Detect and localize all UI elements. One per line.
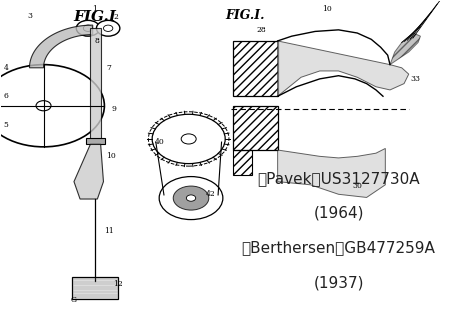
- Text: FIG.I: FIG.I: [73, 10, 116, 24]
- Text: 33: 33: [411, 75, 421, 83]
- Text: 3: 3: [27, 11, 32, 20]
- Text: 8: 8: [95, 37, 100, 45]
- Circle shape: [152, 114, 225, 164]
- Polygon shape: [390, 33, 421, 65]
- Text: 5: 5: [4, 121, 8, 129]
- Circle shape: [181, 134, 196, 144]
- Text: 42: 42: [206, 190, 216, 198]
- Circle shape: [173, 186, 209, 210]
- Text: FIG.I.: FIG.I.: [225, 9, 265, 22]
- Bar: [233, 41, 277, 96]
- Circle shape: [76, 20, 100, 36]
- Text: 1: 1: [93, 5, 97, 13]
- Bar: [72, 277, 118, 299]
- Text: 左PavekのUS3127730A: 左PavekのUS3127730A: [257, 171, 420, 186]
- Circle shape: [187, 195, 196, 201]
- Polygon shape: [277, 148, 385, 197]
- Text: (1937): (1937): [313, 275, 364, 290]
- Text: G: G: [71, 296, 77, 304]
- Text: 7: 7: [106, 64, 112, 72]
- Bar: [90, 28, 101, 144]
- Text: 9: 9: [111, 105, 116, 113]
- Text: 右BerthersenのGB477259A: 右BerthersenのGB477259A: [242, 241, 436, 256]
- Circle shape: [97, 20, 120, 36]
- Text: (1964): (1964): [313, 206, 364, 221]
- Text: 12: 12: [114, 280, 123, 288]
- Text: 30: 30: [352, 182, 362, 190]
- Text: 10: 10: [106, 152, 116, 160]
- Polygon shape: [277, 41, 409, 96]
- Polygon shape: [74, 144, 104, 199]
- Circle shape: [159, 177, 223, 219]
- Text: 11: 11: [104, 227, 114, 235]
- Text: 6: 6: [4, 92, 8, 100]
- Bar: [233, 150, 252, 175]
- Text: 10: 10: [322, 5, 332, 13]
- Bar: [86, 138, 105, 144]
- Circle shape: [36, 101, 51, 111]
- Text: 2: 2: [114, 13, 119, 21]
- Text: 4: 4: [4, 64, 8, 72]
- Text: 28: 28: [256, 26, 266, 34]
- Text: 40: 40: [155, 138, 164, 146]
- Polygon shape: [30, 25, 93, 68]
- Bar: [233, 106, 277, 150]
